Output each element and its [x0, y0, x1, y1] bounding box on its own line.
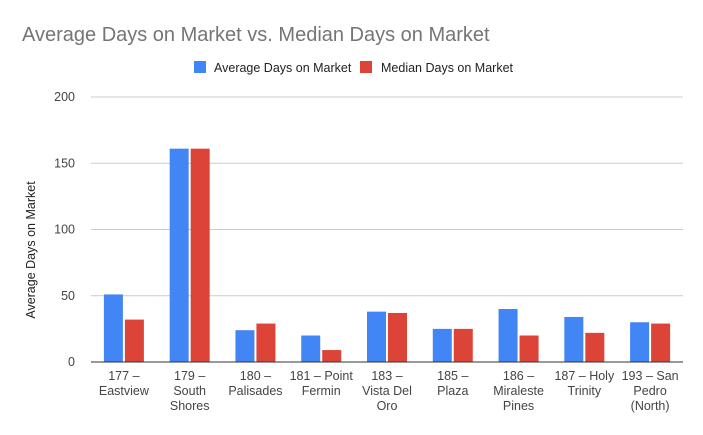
x-tick-label: 187 – Holy Trinity: [554, 369, 615, 398]
bar-median[interactable]: [388, 312, 407, 362]
legend: Average Days on Market Median Days on Ma…: [194, 61, 514, 75]
x-tick-line: Shores: [170, 399, 210, 413]
x-tick-line: 185 –: [437, 369, 468, 383]
x-tick-line: 177 –: [108, 369, 139, 383]
x-tick-label: 181 – Point Fermin: [290, 369, 354, 398]
x-tick-line: (North): [631, 399, 670, 413]
legend-swatch-average: [194, 61, 206, 73]
x-tick-line: Pines: [503, 399, 534, 413]
bar-average[interactable]: [367, 311, 386, 362]
y-tick-labels: 0 50 100 150 200: [54, 90, 75, 369]
legend-item-median[interactable]: Median Days on Market: [360, 61, 514, 75]
bars: [103, 148, 671, 363]
bar-median[interactable]: [651, 323, 671, 362]
x-tick-label: 183 – Vista Del Oro: [362, 369, 412, 413]
x-tick-line: 186 –: [503, 369, 534, 383]
bar-average[interactable]: [169, 148, 189, 362]
chart-title: Average Days on Market vs. Median Days o…: [22, 24, 490, 46]
y-tick-label: 50: [61, 289, 75, 303]
y-tick-label: 0: [68, 355, 75, 369]
bar-median[interactable]: [585, 332, 605, 362]
x-tick-label: 185 – Plaza: [437, 369, 468, 398]
x-tick-label: 177 – Eastview: [99, 369, 150, 398]
bar-average[interactable]: [301, 335, 321, 363]
bar-median[interactable]: [190, 148, 210, 362]
bar-average[interactable]: [498, 309, 518, 362]
y-tick-label: 200: [54, 90, 75, 104]
bar-median[interactable]: [453, 328, 473, 363]
bar-average[interactable]: [103, 294, 123, 362]
gridlines: [91, 96, 683, 297]
x-tick-line: 179 –: [174, 369, 205, 383]
x-tick-line: Oro: [377, 399, 398, 413]
y-axis-label: Average Days on Market: [24, 181, 38, 319]
x-tick-label: 179 – South Shores: [170, 369, 210, 413]
legend-label-median: Median Days on Market: [381, 61, 514, 75]
bar-median[interactable]: [519, 335, 539, 363]
bar-median[interactable]: [124, 319, 144, 362]
x-tick-line: Pedro: [633, 384, 666, 398]
x-tick-line: Miraleste: [493, 384, 544, 398]
x-tick-line: 193 – San: [622, 369, 679, 383]
bar-average[interactable]: [235, 330, 255, 362]
x-tick-line: 183 –: [371, 369, 402, 383]
bar-median[interactable]: [322, 350, 342, 362]
x-tick-line: South: [173, 384, 206, 398]
bar-median[interactable]: [256, 323, 276, 362]
x-tick-line: Palisades: [228, 384, 282, 398]
x-tick-label: 186 – Miraleste Pines: [493, 369, 544, 413]
x-tick-label: 193 – San Pedro (North): [622, 369, 679, 413]
legend-swatch-median: [360, 61, 372, 73]
y-tick-label: 150: [54, 156, 75, 170]
x-tick-line: Trinity: [568, 384, 602, 398]
x-tick-line: Eastview: [99, 384, 150, 398]
x-tick-line: 180 –: [240, 369, 271, 383]
x-tick-line: Plaza: [437, 384, 468, 398]
x-tick-line: Fermin: [302, 384, 341, 398]
bar-average[interactable]: [432, 328, 452, 363]
x-tick-label: 180 – Palisades: [228, 369, 282, 398]
legend-label-average: Average Days on Market: [214, 61, 352, 75]
y-tick-label: 100: [54, 223, 75, 237]
x-tick-line: Vista Del: [362, 384, 412, 398]
x-tick-line: 181 – Point: [290, 369, 354, 383]
x-tick-line: 187 – Holy: [554, 369, 615, 383]
legend-item-average[interactable]: Average Days on Market: [194, 61, 352, 75]
bar-average[interactable]: [564, 316, 584, 362]
x-tick-labels: 177 – Eastview 179 – South Shores 180 – Palisa…: [99, 369, 679, 413]
bar-average[interactable]: [630, 322, 650, 362]
